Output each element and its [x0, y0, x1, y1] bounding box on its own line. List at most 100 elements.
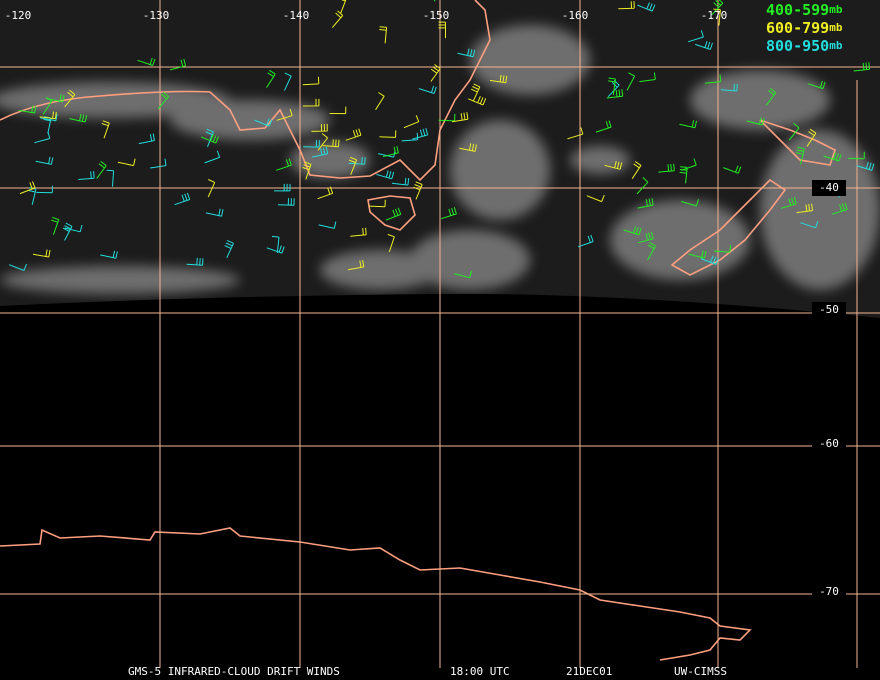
wind-barb	[106, 169, 115, 187]
wind-barb	[303, 140, 320, 148]
legend-entry: 400-599mb	[766, 1, 843, 19]
wind-barb	[39, 111, 57, 120]
wind-barb	[311, 146, 329, 158]
wind-barb	[637, 2, 656, 12]
wind-barb	[403, 115, 420, 129]
footer-source: UW-CIMSS	[674, 665, 727, 678]
legend-unit: mb	[829, 3, 843, 16]
wind-barb	[430, 64, 441, 82]
wind-barb	[418, 85, 437, 94]
wind-barb	[454, 270, 472, 279]
wind-barb	[32, 249, 51, 258]
wind-barb	[36, 185, 53, 194]
wind-barb	[317, 133, 329, 151]
wind-barb	[157, 91, 169, 110]
wind-barb	[169, 58, 187, 71]
latitude-label: -40	[819, 181, 839, 194]
wind-barb	[639, 72, 656, 83]
wind-barb	[637, 198, 654, 209]
wind-barb	[680, 199, 699, 207]
wind-barb	[271, 235, 280, 254]
wind-barb	[137, 57, 156, 66]
wind-barb	[274, 183, 291, 192]
wind-barb	[8, 263, 27, 271]
wind-barb	[345, 128, 362, 141]
legend-unit: mb	[829, 21, 843, 34]
wind-barb	[438, 113, 456, 122]
wind-barb	[636, 177, 649, 195]
legend-entry: 600-799mb	[766, 19, 843, 37]
wind-barb	[626, 72, 636, 91]
wind-barb	[606, 89, 624, 99]
legend-range: 600-799	[766, 19, 829, 37]
wind-barb	[100, 250, 118, 259]
wind-barb	[387, 234, 395, 253]
wind-barb	[311, 123, 328, 132]
longitude-label: -120	[5, 9, 32, 22]
wind-barb	[322, 139, 340, 148]
wind-barb	[302, 76, 320, 86]
wind-barb	[266, 69, 276, 88]
wind-barb	[567, 127, 584, 140]
longitude-label: -130	[143, 9, 170, 22]
longitude-label: -140	[283, 9, 310, 22]
wind-barb	[62, 222, 73, 241]
wind-barb	[687, 30, 704, 43]
wind-barb	[695, 40, 713, 50]
wind-barb	[711, 0, 724, 16]
wind-barb	[637, 231, 654, 244]
wind-barb	[688, 250, 707, 259]
wind-barb	[700, 255, 719, 265]
wind-barb	[51, 216, 60, 235]
label-bg	[812, 584, 846, 600]
wind-barb	[302, 161, 312, 180]
wind-barb	[276, 108, 293, 121]
wind-barb	[413, 181, 423, 200]
wind-barb	[150, 158, 167, 169]
wind-barb	[412, 127, 429, 140]
label-bg	[812, 302, 846, 318]
new-zealand-coast	[670, 119, 836, 276]
wind-barb	[604, 160, 623, 170]
wind-barb	[96, 161, 107, 179]
wind-barb	[780, 196, 797, 209]
longitude-label: -150	[423, 9, 450, 22]
wind-barb	[618, 1, 635, 10]
wind-barb	[765, 88, 777, 106]
wind-barb	[40, 113, 58, 122]
wind-barb	[329, 106, 347, 115]
legend-range: 400-599	[766, 1, 829, 19]
wind-barb	[807, 80, 826, 90]
wind-barb	[452, 112, 469, 123]
wind-barb	[796, 203, 813, 214]
wind-barb	[391, 177, 410, 186]
wind-barb	[78, 171, 95, 180]
wind-barb	[831, 202, 848, 215]
label-bg	[812, 436, 846, 452]
wind-barb	[459, 143, 477, 152]
wind-barb	[350, 227, 367, 237]
wind-barb	[224, 239, 234, 259]
wind-barb	[441, 207, 457, 220]
wind-barb	[679, 120, 697, 129]
wind-barb	[586, 194, 605, 203]
wind-barb	[489, 74, 508, 84]
wind-barb	[186, 257, 204, 266]
wind-barb	[723, 165, 742, 174]
legend-range: 800-950	[766, 37, 829, 55]
wind-barb	[331, 10, 344, 28]
wind-barb	[276, 158, 292, 171]
wind-barb	[470, 83, 481, 102]
wind-barb	[348, 259, 365, 271]
wind-barb	[704, 74, 722, 84]
wind-barb	[376, 170, 395, 180]
wind-barb	[35, 156, 54, 165]
wind-barb	[204, 150, 221, 164]
wind-barb	[379, 26, 388, 44]
wind-barb	[18, 105, 37, 114]
wind-barb	[746, 117, 765, 126]
wind-barb	[658, 163, 675, 173]
legend-entry: 800-950mb	[766, 37, 843, 55]
